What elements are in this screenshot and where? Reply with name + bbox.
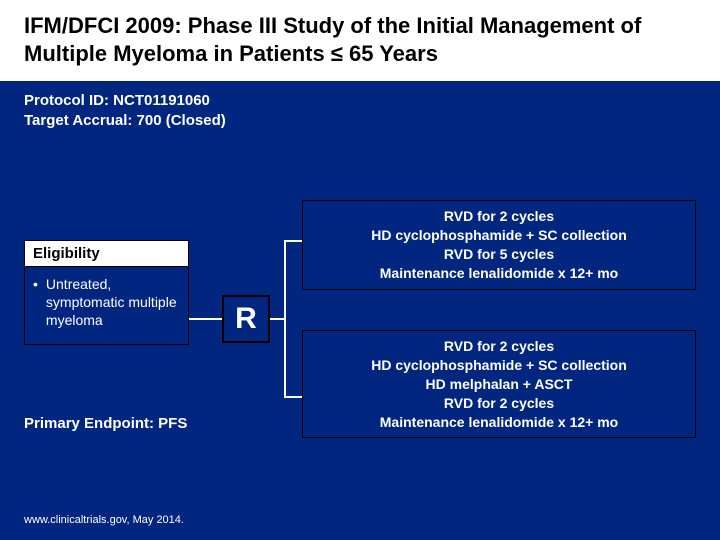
primary-endpoint: Primary Endpoint: PFS	[24, 415, 187, 432]
study-meta: Protocol ID: NCT01191060 Target Accrual:…	[0, 81, 720, 132]
arm-b-line: HD cyclophosphamide + SC collection	[311, 356, 687, 375]
title-panel: IFM/DFCI 2009: Phase III Study of the In…	[0, 0, 720, 81]
arm-a-line: Maintenance lenalidomide x 12+ mo	[311, 264, 687, 283]
study-schema: Eligibility • Untreated, symptomatic mul…	[24, 200, 696, 480]
arm-b-line: Maintenance lenalidomide x 12+ mo	[311, 413, 687, 432]
slide: IFM/DFCI 2009: Phase III Study of the In…	[0, 0, 720, 540]
randomize-node: R	[222, 295, 270, 343]
eligibility-item: • Untreated, symptomatic multiple myelom…	[33, 275, 180, 330]
arm-b-line: RVD for 2 cycles	[311, 394, 687, 413]
arm-b-line: HD melphalan + ASCT	[311, 375, 687, 394]
connector-line	[270, 318, 284, 320]
arm-a-line: RVD for 2 cycles	[311, 207, 687, 226]
bullet-icon: •	[33, 275, 38, 330]
connector-line	[284, 396, 302, 398]
arm-a-line: RVD for 5 cycles	[311, 245, 687, 264]
protocol-id: Protocol ID: NCT01191060	[24, 91, 696, 111]
citation: www.clinicaltrials.gov, May 2014.	[24, 514, 184, 526]
eligibility-box: Eligibility • Untreated, symptomatic mul…	[24, 240, 189, 345]
eligibility-header: Eligibility	[24, 240, 189, 267]
connector-line	[284, 240, 286, 398]
arm-a-box: RVD for 2 cycles HD cyclophosphamide + S…	[302, 200, 696, 290]
slide-title: IFM/DFCI 2009: Phase III Study of the In…	[24, 12, 696, 67]
arm-b-line: RVD for 2 cycles	[311, 337, 687, 356]
eligibility-text: Untreated, symptomatic multiple myeloma	[46, 275, 180, 330]
connector-line	[189, 318, 222, 320]
target-accrual: Target Accrual: 700 (Closed)	[24, 111, 696, 131]
arm-a-line: HD cyclophosphamide + SC collection	[311, 226, 687, 245]
connector-line	[284, 240, 302, 242]
arm-b-box: RVD for 2 cycles HD cyclophosphamide + S…	[302, 330, 696, 438]
eligibility-body: • Untreated, symptomatic multiple myelom…	[24, 267, 189, 345]
